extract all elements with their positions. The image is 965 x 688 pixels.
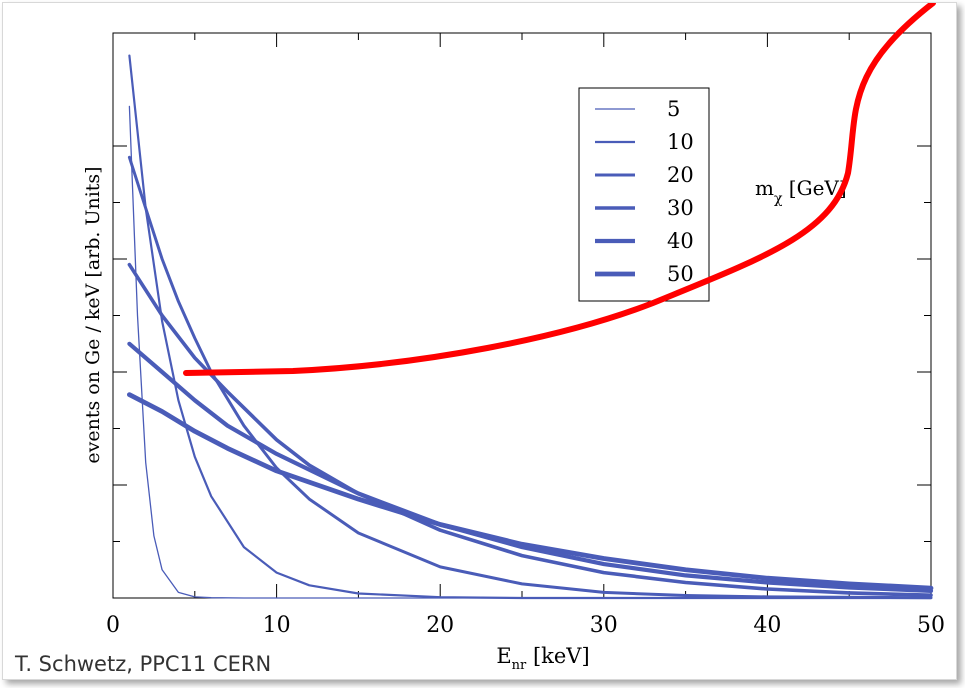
x-tick-label: 0 [106,613,120,638]
series-line-40 [127,341,934,594]
red-annotation-stroke [183,3,936,376]
chart: 0 10 20 30 40 50 Enr [keV] events on Ge / keV [… [82,3,945,673]
legend-label-5: 5 [667,97,680,121]
slide-frame: 0 10 20 30 40 50 Enr [keV] events on Ge / keV [… [2,2,957,680]
x-tick-label: 30 [590,613,618,638]
plot-area-frame [112,32,932,599]
x-tick-label: 50 [917,613,945,638]
legend-label-10: 10 [667,130,694,154]
x-axis-label: Enr [keV] [496,644,589,673]
x-tick-label: 40 [753,613,781,638]
x-tick-label: 10 [263,613,291,638]
legend-box [578,87,710,302]
legend-label-20: 20 [667,163,694,187]
credit-text: T. Schwetz, PPC11 CERN [15,652,272,676]
series-line-20 [127,155,933,600]
y-axis-label: events on Ge / keV [arb. Units] [82,166,104,463]
legend-label-50: 50 [667,262,694,286]
legend-label-40: 40 [667,229,694,253]
x-tick-label: 20 [426,613,454,638]
series-line-50 [127,392,934,591]
series-line-10 [128,54,933,600]
legend-label-30: 30 [667,196,694,220]
